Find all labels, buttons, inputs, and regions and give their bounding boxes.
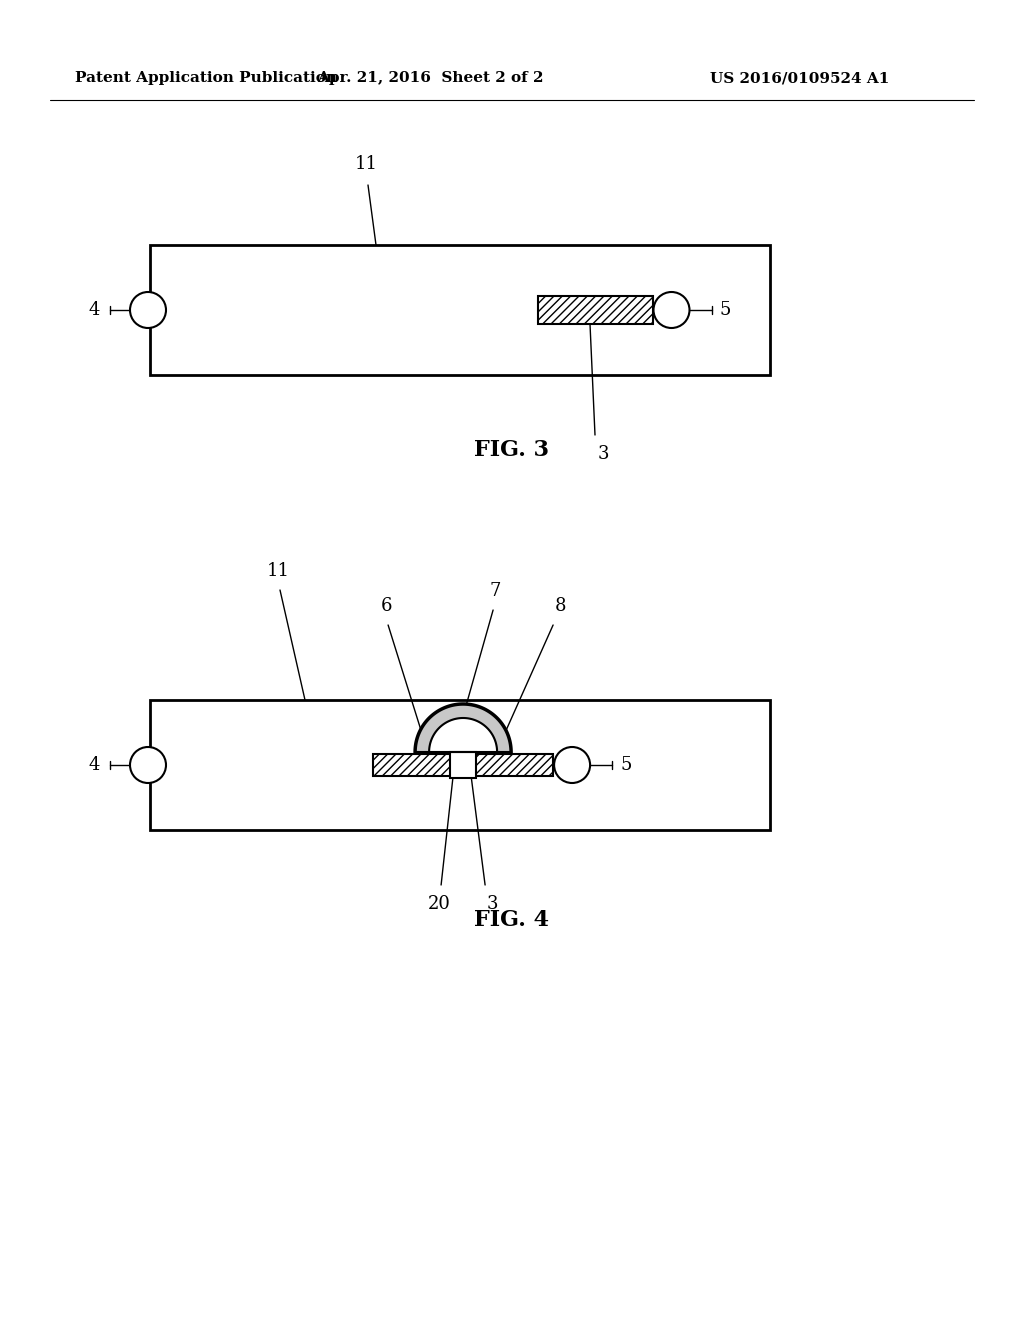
Text: Patent Application Publication: Patent Application Publication <box>75 71 337 84</box>
Text: 3: 3 <box>487 895 499 913</box>
Text: 5: 5 <box>720 301 731 319</box>
Text: 8: 8 <box>555 597 566 615</box>
Bar <box>451 752 476 777</box>
Text: 6: 6 <box>380 597 392 615</box>
Text: 11: 11 <box>354 154 378 173</box>
Bar <box>150 246 770 375</box>
Text: FIG. 4: FIG. 4 <box>474 909 550 931</box>
Text: 11: 11 <box>266 562 290 579</box>
Text: 5: 5 <box>621 756 632 774</box>
Circle shape <box>554 747 590 783</box>
Circle shape <box>653 292 689 327</box>
Circle shape <box>130 747 166 783</box>
Circle shape <box>130 292 166 327</box>
Text: FIG. 3: FIG. 3 <box>474 440 550 461</box>
Bar <box>373 754 553 776</box>
Text: 4: 4 <box>89 756 100 774</box>
Text: 4: 4 <box>89 301 100 319</box>
Bar <box>150 700 770 830</box>
Text: US 2016/0109524 A1: US 2016/0109524 A1 <box>710 71 890 84</box>
Polygon shape <box>415 704 511 752</box>
Text: 20: 20 <box>428 895 451 913</box>
Text: Apr. 21, 2016  Sheet 2 of 2: Apr. 21, 2016 Sheet 2 of 2 <box>316 71 544 84</box>
Bar <box>538 296 652 323</box>
Text: 7: 7 <box>489 582 501 601</box>
Text: 3: 3 <box>598 445 609 463</box>
